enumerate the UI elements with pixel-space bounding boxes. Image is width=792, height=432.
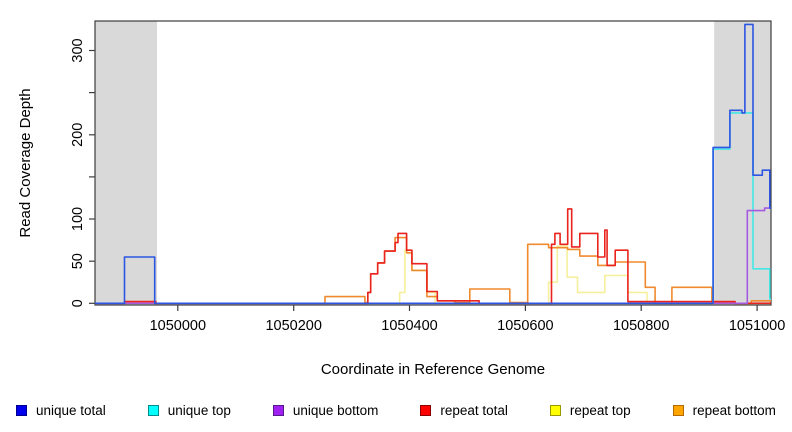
repeat-total-swatch-icon <box>420 404 432 416</box>
legend-label: repeat total <box>440 402 508 418</box>
legend-item-repeat-top: repeat top <box>549 402 631 418</box>
repeat-bottom-swatch-icon <box>672 404 684 416</box>
legend-item-repeat-total: repeat total <box>420 403 508 418</box>
legend-label: unique total <box>36 402 106 418</box>
series-unique-bottom <box>95 207 771 305</box>
legend-label: repeat bottom <box>692 402 776 418</box>
x-tick-label: 1051000 <box>729 318 785 334</box>
legend-label: unique top <box>167 402 231 418</box>
plot-frame <box>94 20 772 306</box>
x-tick-label: 1050800 <box>613 318 669 334</box>
series-repeat-top <box>95 245 771 305</box>
y-tick-label: 50 <box>70 253 86 269</box>
legend-item-unique-top: unique top <box>147 402 231 418</box>
legend-item-repeat-bottom: repeat bottom <box>672 402 776 418</box>
y-tick-label: 200 <box>70 123 86 147</box>
repeat-top-swatch-icon <box>549 404 561 416</box>
x-tick-label: 1050000 <box>150 318 206 334</box>
unique-bottom-swatch-icon <box>272 404 284 416</box>
x-tick-label: 1050600 <box>497 318 553 334</box>
plot-generated: 1050000 1050200 1050400 1050600 1050800 10510… <box>70 20 785 334</box>
legend-label: repeat top <box>569 402 631 418</box>
y-axis-title: Read Coverage Depth <box>17 88 34 237</box>
series-repeat-bottom <box>95 236 771 305</box>
unique-total-swatch-icon <box>16 404 27 416</box>
x-axis-title: Coordinate in Reference Genome <box>321 361 545 378</box>
unique-top-swatch-icon <box>147 404 159 416</box>
series-repeat-total <box>95 208 771 305</box>
legend: unique total unique top unique bottom repea… <box>0 394 792 426</box>
series-unique-total <box>95 23 771 305</box>
series-unique-top <box>95 112 771 305</box>
legend-item-unique-bottom: unique bottom <box>272 402 379 418</box>
y-tick-label: 0 <box>70 299 86 307</box>
legend-label: unique bottom <box>292 402 379 418</box>
x-tick-label: 1050400 <box>381 318 437 334</box>
y-tick-label: 100 <box>70 207 86 231</box>
y-tick-label: 300 <box>70 38 86 62</box>
coverage-plot: 1050000 1050200 1050400 1050600 1050800 10510… <box>17 20 785 378</box>
legend-item-unique-total: unique total <box>16 403 106 418</box>
x-tick-label: 1050200 <box>265 318 321 334</box>
shaded-region <box>95 21 157 305</box>
shaded-region <box>714 21 771 305</box>
